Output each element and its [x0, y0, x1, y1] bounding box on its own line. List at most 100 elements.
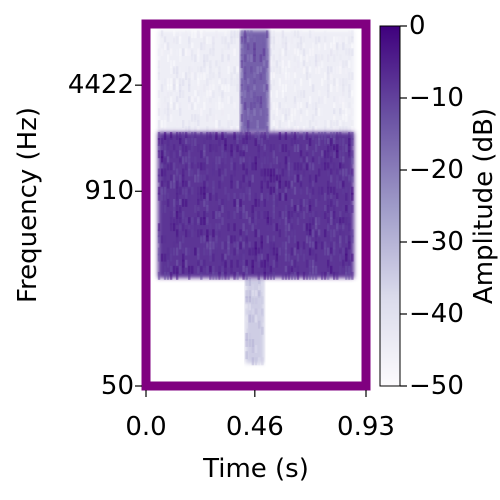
- spectrogram-cell: [342, 114, 345, 122]
- spectrogram-cell: [320, 96, 324, 104]
- spectrogram-cell: [230, 72, 233, 81]
- spectrogram-cell: [227, 192, 230, 201]
- spectrogram-cell: [257, 271, 260, 280]
- spectrogram-cell: [323, 192, 327, 201]
- spectrogram-cell: [311, 132, 315, 140]
- spectrogram-cell: [314, 36, 318, 45]
- spectrogram-cell: [305, 247, 309, 256]
- spectrogram-cell: [212, 168, 215, 177]
- spectrogram-cell: [333, 211, 336, 219]
- spectrogram-cell: [281, 60, 285, 69]
- spectrogram-cell: [218, 138, 221, 147]
- spectrogram-cell: [275, 108, 279, 116]
- spectrogram-cell: [251, 296, 255, 305]
- spectrogram-cell: [261, 277, 264, 286]
- spectrogram-cell: [248, 132, 251, 140]
- spectrogram-cell: [272, 259, 276, 268]
- spectrogram-cell: [317, 192, 321, 201]
- spectrogram-cell: [160, 84, 164, 92]
- spectrogram-cell: [163, 90, 167, 98]
- spectrogram-cell: [345, 102, 348, 110]
- spectrogram-cell: [257, 290, 261, 299]
- spectrogram-cell: [311, 247, 315, 256]
- spectrogram-cell: [233, 78, 236, 86]
- spectrogram-cell: [302, 48, 306, 57]
- spectrogram-cell: [284, 253, 288, 262]
- spectrogram-cell: [330, 120, 333, 128]
- spectrogram-cell: [240, 54, 244, 63]
- spectrogram-cell: [323, 247, 327, 256]
- spectrogram-cell: [194, 132, 197, 140]
- spectrogram-cell: [305, 156, 309, 165]
- spectrogram-cell: [287, 150, 291, 159]
- spectrogram-cell: [272, 66, 276, 75]
- spectrogram-cell: [308, 72, 312, 81]
- spectrogram-cell: [284, 42, 288, 51]
- spectrogram-cell: [163, 108, 167, 116]
- spectrogram-cell: [299, 90, 303, 98]
- spectrogram-cell: [330, 66, 333, 75]
- spectrogram-cell: [203, 156, 206, 165]
- spectrogram-cell: [336, 174, 339, 183]
- spectrogram-cell: [203, 235, 206, 244]
- spectrogram-cell: [242, 235, 245, 244]
- spectrogram-cell: [206, 174, 209, 183]
- spectrogram-cell: [166, 54, 170, 63]
- spectrogram-cell: [296, 78, 300, 86]
- spectrogram-cell: [326, 217, 330, 226]
- spectrogram-cell: [200, 162, 203, 171]
- spectrogram-cell: [281, 84, 285, 92]
- spectrogram-cell: [157, 90, 161, 98]
- spectrogram-cell: [163, 150, 167, 159]
- spectrogram-cell: [317, 96, 321, 104]
- spectrogram-cell: [212, 198, 215, 207]
- spectrogram-cell: [333, 36, 336, 45]
- spectrogram-cell: [188, 66, 191, 75]
- spectrogram-cell: [342, 126, 345, 134]
- spectrogram-cell: [317, 108, 321, 116]
- spectrogram-cell: [242, 265, 245, 274]
- spectrogram-cell: [197, 144, 200, 153]
- spectrogram-cell: [157, 120, 161, 128]
- spectrogram-cell: [320, 78, 324, 86]
- spectrogram-cell: [233, 168, 236, 177]
- spectrogram-cell: [227, 211, 230, 219]
- spectrogram-cell: [351, 108, 354, 116]
- spectrogram-cell: [323, 211, 327, 219]
- spectrogram-cell: [253, 90, 256, 98]
- spectrogram-cell: [197, 192, 200, 201]
- spectrogram-cell: [299, 96, 303, 104]
- spectrogram-cell: [197, 247, 200, 256]
- spectrogram-cell: [348, 72, 351, 81]
- spectrogram-cell: [191, 217, 194, 226]
- spectrogram-cell: [166, 192, 170, 201]
- spectrogram-cell: [336, 229, 339, 238]
- spectrogram-cell: [281, 186, 285, 195]
- spectrogram-cell: [351, 205, 354, 213]
- spectrogram-cell: [348, 144, 351, 153]
- spectrogram-cell: [157, 247, 161, 256]
- spectrogram-cell: [281, 271, 285, 280]
- spectrogram-cell: [245, 314, 248, 323]
- spectrogram-cell: [302, 66, 306, 75]
- spectrogram-cell: [296, 48, 300, 57]
- spectrogram-cell: [248, 162, 251, 171]
- spectrogram-cell: [348, 265, 351, 274]
- spectrogram-cell: [233, 271, 236, 280]
- spectrogram-cell: [169, 247, 173, 256]
- spectrogram-cell: [339, 211, 342, 219]
- spectrogram-cell: [339, 247, 342, 256]
- spectrogram-cell: [203, 180, 206, 189]
- spectrogram-cell: [209, 102, 212, 110]
- spectrogram-cell: [160, 48, 164, 57]
- spectrogram-cell: [163, 102, 167, 110]
- spectrogram-cell: [311, 217, 315, 226]
- spectrogram-cell: [206, 168, 209, 177]
- spectrogram-cell: [221, 48, 224, 57]
- spectrogram-cell: [314, 253, 318, 262]
- spectrogram-cell: [206, 217, 209, 226]
- spectrogram-cell: [215, 162, 218, 171]
- spectrogram-cell: [272, 211, 276, 219]
- spectrogram-cell: [256, 102, 259, 110]
- spectrogram-cell: [188, 96, 191, 104]
